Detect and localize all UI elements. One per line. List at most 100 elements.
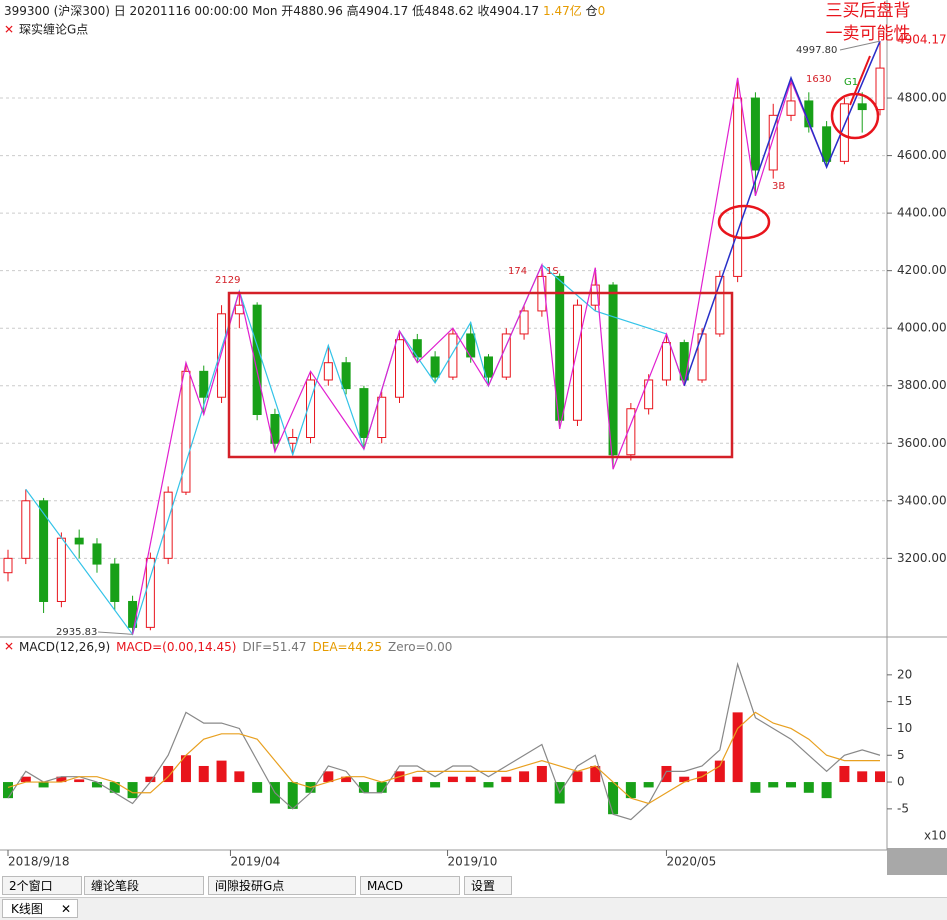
y-tick-label: 3200.00 xyxy=(897,551,947,565)
range-box xyxy=(227,291,734,459)
indicator-label: 琛实缠论G点 xyxy=(19,22,88,37)
candle-body xyxy=(661,342,671,381)
tab-label: K线图 xyxy=(11,902,43,916)
macd-bar xyxy=(412,776,423,783)
candle-body xyxy=(341,362,351,390)
candle-body xyxy=(199,370,209,398)
candle-body xyxy=(21,500,31,559)
candle-body xyxy=(786,100,796,116)
candle-body xyxy=(217,313,227,398)
x-tick-label: 2019/10 xyxy=(448,855,498,869)
callout-text: 三买后盘背 xyxy=(826,1,911,21)
annotation: 2935.83 xyxy=(56,627,97,638)
tab-close[interactable]: ✕ xyxy=(60,902,71,916)
macd-bar xyxy=(679,776,690,783)
y-tick-label: 3800.00 xyxy=(897,378,947,392)
candle-body xyxy=(875,67,885,111)
y-tick-label: 3400.00 xyxy=(897,493,947,507)
macd-bar xyxy=(519,771,530,783)
annotation: 1630 xyxy=(806,74,831,85)
candle-body xyxy=(822,126,832,162)
macd-bar xyxy=(180,755,191,783)
macd-bar xyxy=(875,771,885,783)
annotation: 1S xyxy=(546,266,559,277)
y-tick-label: 10 xyxy=(897,721,912,735)
macd-bar xyxy=(358,782,369,793)
macd-title-part: Zero=0.00 xyxy=(388,640,452,654)
candle-body xyxy=(359,388,369,439)
macd-bar xyxy=(145,776,156,783)
y-tick-label: -5 xyxy=(897,801,909,815)
y-tick-label: 4600.00 xyxy=(897,148,947,162)
y-tick-label: 20 xyxy=(897,667,912,681)
macd-bar xyxy=(287,782,298,809)
candle-body xyxy=(92,543,102,565)
macd-bar xyxy=(590,765,601,783)
candle-body xyxy=(590,284,600,306)
annotation: G1 xyxy=(844,77,858,88)
macd-bar xyxy=(38,782,49,788)
macd-bar xyxy=(501,776,512,783)
y-tick-label: 4200.00 xyxy=(897,263,947,277)
macd-bar xyxy=(839,765,850,783)
header-part: 0 xyxy=(598,4,606,18)
macd-bar xyxy=(127,782,138,799)
y-tick-label: 0 xyxy=(897,775,905,789)
candle-body xyxy=(768,114,778,171)
settings-button[interactable]: 设置 xyxy=(464,876,512,895)
gpoint-select[interactable]: 间隙投研G点 xyxy=(208,876,356,895)
macd-title: MACD(12,26,9) MACD=(0.00,14.45) DIF=51.47 D… xyxy=(19,640,452,654)
macd-select[interactable]: MACD xyxy=(360,876,460,895)
zigzag-line xyxy=(25,263,685,636)
macd-bar xyxy=(430,782,441,788)
y-tick-label: 4400.00 xyxy=(897,206,947,220)
macd-bar xyxy=(661,765,672,783)
macd-bar xyxy=(786,782,797,788)
y-tick-label: 4000.00 xyxy=(897,321,947,335)
y-tick-label: 5 xyxy=(897,748,905,762)
macd-bar xyxy=(3,782,13,799)
window-select[interactable]: 2个窗口 xyxy=(2,876,82,895)
candle-body xyxy=(270,413,280,444)
macd-bar xyxy=(465,776,476,783)
macd-line xyxy=(7,661,881,821)
macd-bar xyxy=(821,782,832,799)
macd-bar xyxy=(768,782,779,788)
chart: 3200.00 3400.00 3600.00 3800.00 4000.00 4200.… xyxy=(0,0,947,875)
macd-bar xyxy=(608,782,619,815)
macd-bar xyxy=(20,776,31,783)
candle-body xyxy=(750,97,760,171)
macd-bar xyxy=(109,782,120,793)
macd-bar xyxy=(216,760,227,783)
annotation: 3B xyxy=(772,181,785,192)
header-part: 仓 xyxy=(582,4,598,18)
candle-body xyxy=(483,356,493,378)
macd-bar xyxy=(323,771,334,783)
candle-body xyxy=(323,362,333,381)
macd-title-part: MACD=(0.00,14.45) xyxy=(116,640,236,654)
macd-bar xyxy=(163,765,174,783)
macd-bar xyxy=(625,782,636,799)
candle-body xyxy=(626,408,636,456)
candle-body xyxy=(56,537,66,602)
x-tick-label: 2020/05 xyxy=(666,855,716,869)
annotation: 174 xyxy=(508,266,527,277)
tab[interactable]: K线图 ✕ xyxy=(2,899,78,918)
candle-body xyxy=(715,275,725,335)
callout-arrow xyxy=(849,55,871,106)
candle-body xyxy=(145,557,155,628)
candle-body xyxy=(3,557,13,574)
macd-bar xyxy=(483,782,494,788)
candle-body xyxy=(679,342,689,381)
strokes-select[interactable]: 缠论笔段 xyxy=(84,876,204,895)
macd-bar xyxy=(341,776,352,783)
macd-bar xyxy=(643,782,654,788)
candle-body xyxy=(555,275,565,421)
candle-body xyxy=(412,339,422,358)
candle-body xyxy=(644,379,654,410)
macd-bar xyxy=(198,765,209,783)
x-tick-label: 2019/04 xyxy=(230,855,280,869)
macd-title-part: DIF=51.47 xyxy=(242,640,306,654)
leader xyxy=(97,631,133,635)
